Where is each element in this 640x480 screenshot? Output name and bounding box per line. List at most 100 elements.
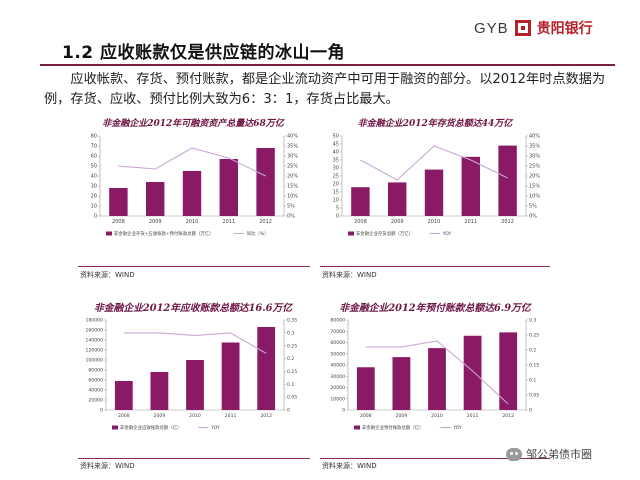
chart-panel-total-assets: 非金融企业2012年可融资资产总量达68万亿 0 10 20 30 40 50 60 70 80… (78, 116, 308, 261)
x-tick-label: 2011 (467, 413, 479, 419)
bar-2010 (428, 348, 446, 410)
brand-cn-text: 贵阳银行 (536, 21, 593, 37)
x-tick-label: 2009 (149, 219, 162, 225)
y-tick-label-right: 25% (529, 164, 540, 170)
brand-en-text: GYB (474, 19, 509, 37)
y-tick-label-left: 0 (100, 408, 103, 414)
chart-panel-inventory: 非金融企业2012年存货总额达44万亿 0 5 10 15 20 25 30 35 40 45 50… (320, 116, 550, 261)
y-tick-label-left: 5 (336, 206, 339, 212)
chart-panel-receivables: 非金融企业2012年应收账款总额达16.6万亿 0 20000 40000 60000… (78, 300, 308, 445)
y-tick-label-left: 0 (342, 408, 345, 414)
y-tick-label-left: 140000 (85, 338, 103, 344)
y-tick-label-left: 50 (333, 134, 339, 140)
legend-label-bar: 非金融企业应收账款总额（亿） (120, 424, 181, 431)
bar-2009 (388, 182, 407, 216)
y-tick-label-left: 70 (91, 144, 97, 150)
y-tick-label-right: 5% (529, 204, 537, 210)
y-tick-label-right: 10% (287, 194, 298, 200)
brand-logo-group: GYB 贵阳银行 (474, 18, 593, 38)
y-tick-label-right: 35% (287, 144, 298, 150)
y-tick-label-right: 0.25 (287, 343, 297, 349)
y-tick-label-right: 40% (287, 134, 298, 140)
y-tick-label-left: 60000 (88, 378, 103, 384)
y-tick-label-right: 10% (529, 194, 540, 200)
y-tick-label-left: 10000 (330, 396, 345, 402)
legend-swatch-bar (106, 231, 112, 236)
y-tick-label-right: 0.05 (287, 395, 297, 401)
y-tick-label-left: 100000 (85, 358, 103, 364)
x-tick-label: 2012 (502, 413, 514, 419)
y-tick-label-right: 0.2 (287, 356, 294, 362)
y-tick-label-left: 20000 (330, 385, 345, 391)
line-series-yoy (360, 145, 508, 181)
y-tick-label-right: 15% (287, 184, 298, 190)
y-tick-label-right: 0.35 (287, 318, 297, 324)
bar-2008 (351, 187, 370, 216)
chart-title: 非金融企业2012年应收账款总额达16.6万亿 (93, 303, 293, 314)
legend-label-bar: 非金融企业存货+应收账款+预付账款总额（万亿） (114, 230, 214, 237)
y-tick-label-right: 25% (287, 164, 298, 170)
y-tick-label-left: 10 (91, 204, 97, 210)
y-tick-label-left: 50 (91, 164, 97, 170)
bar-2009 (392, 357, 411, 410)
legend-swatch-bar (348, 231, 354, 236)
y-tick-label-right: 0% (287, 214, 295, 220)
chart-footer-rule (78, 266, 310, 267)
line-series-yoy (118, 147, 266, 177)
bar-2011 (219, 159, 238, 216)
y-tick-label-left: 45 (333, 142, 339, 148)
y-tick-label-left: 25 (333, 174, 339, 180)
x-tick-label: 2012 (259, 219, 272, 225)
y-tick-label-right: 5% (287, 204, 295, 210)
chart-title: 非金融企业2012年存货总额达44万亿 (357, 119, 513, 129)
x-tick-label: 2011 (225, 413, 237, 419)
bar-2010 (424, 169, 444, 216)
bar-2008 (114, 381, 133, 410)
legend-swatch-bar (354, 425, 360, 430)
chart-source: 资料来源：WIND (80, 271, 135, 279)
x-tick-label: 2010 (186, 219, 199, 225)
wechat-icon (506, 447, 522, 461)
x-tick-label: 2009 (154, 413, 166, 419)
y-tick-label-left: 80000 (330, 318, 345, 324)
bar-2012 (499, 332, 518, 410)
wechat-watermark: 邹公弟债市圈 (506, 446, 592, 462)
chart-svg-total-assets: 0 10 20 30 40 50 60 70 80 0% 5% 10% 15% 20% 25% 30% 35% 4… (91, 134, 299, 237)
y-tick-label-left: 30000 (330, 374, 345, 380)
chart-footer-rule (320, 458, 550, 459)
y-tick-label-right: 0.3 (529, 318, 536, 324)
watermark-text: 邹公弟债市圈 (526, 448, 592, 461)
bar-2011 (463, 335, 482, 410)
bar-2011 (461, 156, 480, 216)
y-tick-label-right: 0% (529, 214, 537, 220)
y-tick-label-right: 15% (529, 184, 540, 190)
y-tick-label-right: 20% (287, 174, 298, 180)
y-tick-label-left: 20 (91, 194, 97, 200)
x-tick-label: 2008 (112, 219, 125, 225)
y-tick-label-left: 20000 (88, 398, 103, 404)
x-tick-label: 2008 (360, 413, 372, 419)
bar-2012 (256, 148, 275, 216)
chart-source: 资料来源：WIND (322, 271, 377, 279)
y-tick-label-right: 30% (529, 154, 540, 160)
y-tick-label-right: 0.15 (287, 369, 297, 375)
y-tick-label-left: 40000 (330, 363, 345, 369)
y-tick-label-left: 0 (94, 214, 97, 220)
title-divider (40, 64, 615, 66)
line-series-yoy (123, 332, 267, 354)
chart-source: 资料来源：WIND (80, 462, 135, 470)
intro-text: 应收帐款、存货、预付账款，都是企业流动资产中可用于融资的部分。以2012年时点数… (44, 72, 606, 107)
y-tick-label-left: 30 (333, 166, 339, 172)
y-tick-label-left: 0 (336, 214, 339, 220)
y-tick-label-left: 15 (333, 190, 339, 196)
y-tick-label-right: 0.1 (287, 382, 294, 388)
bar-2008 (109, 188, 128, 216)
y-tick-label-left: 40000 (88, 388, 103, 394)
x-tick-label: 2010 (189, 413, 201, 419)
chart-footer-rule (320, 266, 550, 267)
legend-label-line: YOY (442, 231, 452, 237)
y-tick-label-left: 60000 (330, 340, 345, 346)
y-tick-label-left: 120000 (85, 348, 103, 354)
x-tick-label: 2008 (354, 219, 367, 225)
y-tick-label-left: 80000 (88, 368, 103, 374)
